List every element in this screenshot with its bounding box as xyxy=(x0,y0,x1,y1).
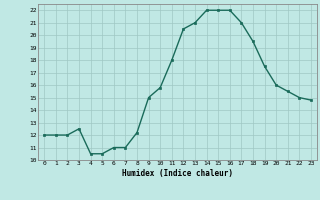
X-axis label: Humidex (Indice chaleur): Humidex (Indice chaleur) xyxy=(122,169,233,178)
